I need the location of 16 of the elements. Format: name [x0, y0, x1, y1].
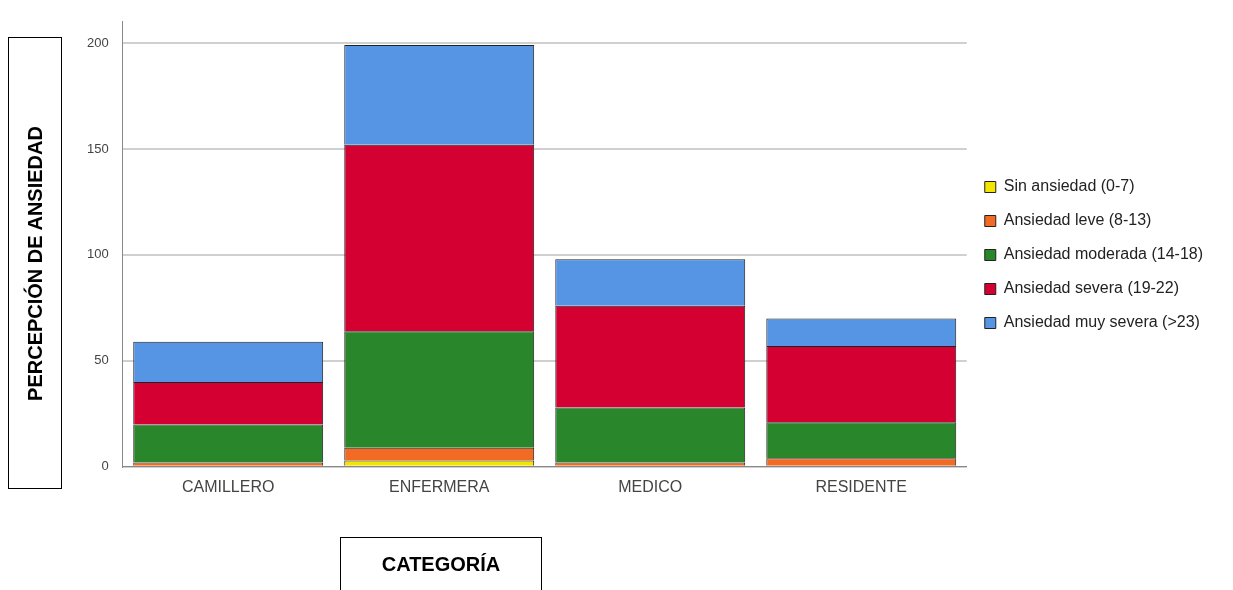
x-tick-label: RESIDENTE: [815, 477, 908, 495]
legend-label: Ansiedad moderada (14-18): [1003, 245, 1203, 263]
legend-label: Ansiedad muy severa (>23): [1003, 313, 1200, 331]
legend-label: Ansiedad severa (19-22): [1003, 279, 1179, 297]
y-tick-label: 0: [101, 458, 109, 474]
x-tick-label: MEDICO: [618, 477, 683, 495]
legend-label: Ansiedad leve (8-13): [1003, 211, 1152, 229]
x-axis-title: CATEGORÍA: [340, 537, 542, 590]
legend-label: Sin ansiedad (0-7): [1003, 177, 1135, 195]
y-axis-title: PERCEPCIÓN DE ANSIEDAD: [23, 125, 47, 401]
y-tick-label: 200: [86, 34, 109, 50]
y-tick-label: 150: [86, 140, 109, 156]
y-tick-label: 50: [94, 352, 109, 368]
x-tick-label: ENFERMERA: [388, 477, 490, 495]
x-tick-label: CAMILLERO: [181, 477, 275, 495]
y-tick-label: 100: [86, 246, 109, 262]
